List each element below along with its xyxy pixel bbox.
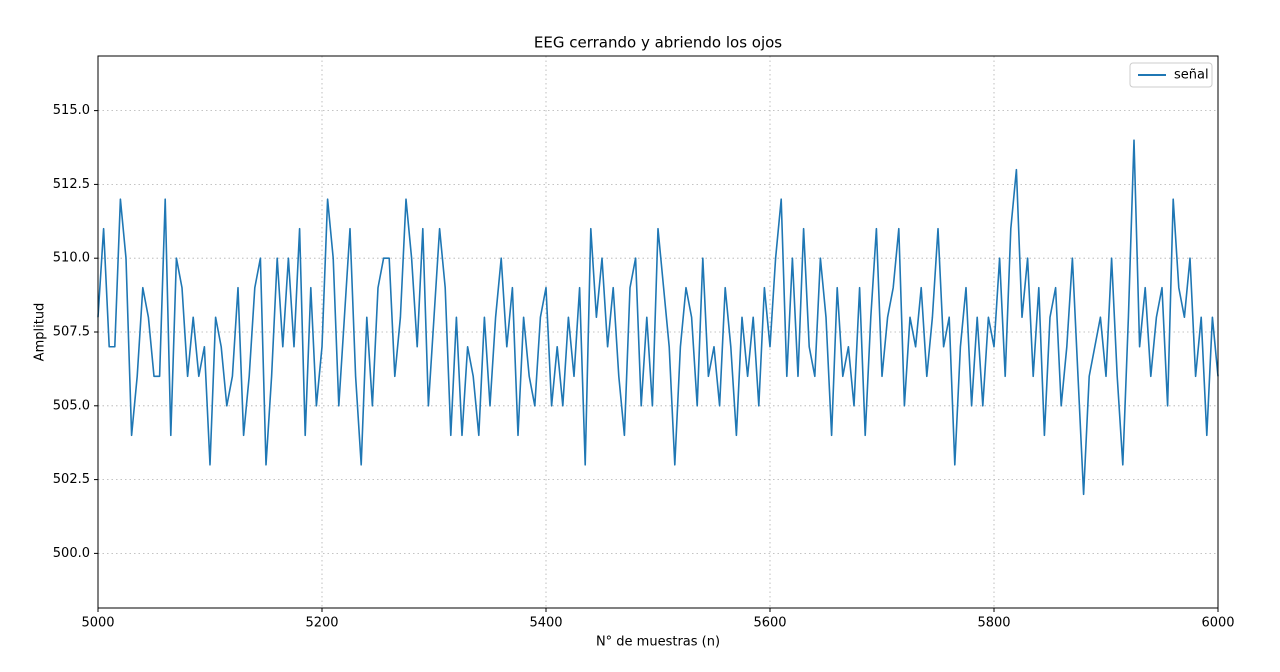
y-tick-label: 500.0 <box>53 546 90 561</box>
y-tick-label: 505.0 <box>53 398 90 413</box>
legend-box <box>1129 62 1213 88</box>
y-tick-label: 512.5 <box>53 177 90 192</box>
y-tick-label: 507.5 <box>53 325 90 340</box>
x-tick-label: 5600 <box>753 616 786 631</box>
x-tick-label: 5000 <box>81 616 114 631</box>
signal-line <box>97 139 1219 496</box>
x-tick-label: 5800 <box>977 616 1010 631</box>
y-tick-label: 502.5 <box>53 472 90 487</box>
y-tick-label: 515.0 <box>53 103 90 118</box>
y-tick-label: 510.0 <box>53 251 90 266</box>
y-axis-label: Amplitud <box>33 303 48 362</box>
x-tick-label: 5200 <box>305 616 338 631</box>
legend-label: señal <box>1174 68 1209 83</box>
x-tick-label: 6000 <box>1201 616 1234 631</box>
chart-title: EEG cerrando y abriendo los ojos <box>534 34 782 52</box>
x-tick-label: 5400 <box>529 616 562 631</box>
plot-frame <box>97 55 1219 609</box>
x-axis-label: N° de muestras (n) <box>596 635 720 650</box>
